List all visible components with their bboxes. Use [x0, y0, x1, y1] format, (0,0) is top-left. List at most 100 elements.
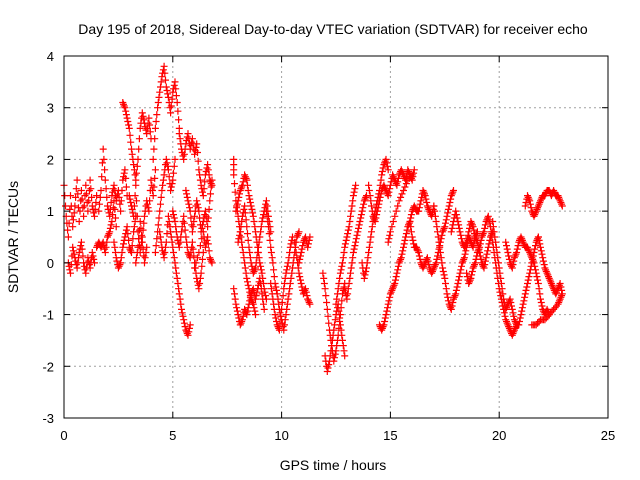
data-point — [444, 293, 452, 301]
data-point — [289, 233, 296, 241]
data-point — [192, 143, 200, 151]
data-point — [125, 236, 133, 244]
data-point — [169, 207, 177, 215]
data-point — [441, 274, 449, 282]
y-tick-label: 2 — [47, 152, 54, 167]
data-point — [246, 249, 254, 256]
data-point — [451, 292, 459, 300]
data-point — [548, 281, 556, 289]
data-point — [184, 331, 192, 339]
data-point — [125, 124, 133, 132]
data-point — [360, 274, 368, 282]
data-point — [259, 214, 267, 222]
data-point — [174, 280, 182, 287]
data-point — [157, 233, 164, 241]
data-point — [145, 207, 153, 215]
data-point — [320, 280, 328, 287]
data-point — [157, 78, 165, 86]
data-point — [463, 238, 471, 246]
data-point — [284, 259, 292, 267]
data-point — [262, 207, 270, 215]
data-point — [86, 264, 94, 272]
data-point — [104, 233, 111, 241]
data-point — [513, 249, 521, 256]
data-point — [547, 278, 555, 286]
data-point — [382, 155, 390, 163]
data-point — [172, 269, 180, 277]
data-point — [543, 305, 551, 313]
data-point — [112, 249, 119, 256]
data-point — [391, 212, 399, 220]
data-point — [258, 269, 266, 277]
data-point — [450, 187, 457, 194]
data-point — [273, 286, 280, 294]
data-point — [124, 118, 132, 125]
data-point — [434, 228, 441, 236]
data-point — [252, 311, 259, 319]
data-point — [398, 250, 406, 258]
data-point — [460, 254, 468, 262]
data-point — [352, 181, 360, 189]
data-point — [402, 230, 410, 238]
data-point — [415, 207, 423, 215]
data-point — [172, 92, 180, 100]
data-point — [502, 238, 510, 246]
data-point — [120, 102, 128, 110]
data-point — [203, 218, 211, 225]
data-point — [496, 269, 504, 277]
data-point — [103, 238, 111, 246]
data-point — [116, 200, 124, 208]
data-point — [355, 221, 363, 229]
data-point — [351, 242, 359, 250]
data-point — [401, 183, 409, 191]
data-point — [500, 309, 508, 317]
data-point — [267, 243, 275, 251]
data-point — [446, 199, 454, 206]
data-point — [336, 269, 344, 277]
data-point — [282, 311, 290, 319]
data-point — [113, 257, 121, 265]
data-point — [188, 138, 196, 146]
data-point — [533, 205, 541, 213]
data-point — [335, 307, 343, 315]
data-point — [519, 300, 527, 308]
data-point — [199, 255, 206, 263]
data-point — [195, 249, 203, 256]
y-tick-label: 1 — [47, 204, 54, 219]
data-point — [347, 264, 355, 272]
data-point — [424, 204, 432, 212]
data-point — [161, 69, 169, 77]
data-point — [196, 242, 204, 250]
data-point — [246, 195, 254, 203]
data-point — [342, 236, 350, 244]
data-point — [195, 285, 203, 293]
data-point — [389, 218, 397, 225]
data-point — [453, 214, 461, 222]
data-point — [231, 295, 239, 303]
data-point — [323, 305, 331, 313]
data-point — [462, 247, 470, 255]
data-point — [491, 233, 499, 241]
data-point — [130, 202, 138, 210]
data-point — [151, 124, 159, 132]
data-point — [160, 171, 168, 179]
data-point — [122, 107, 130, 115]
data-point — [251, 223, 259, 231]
data-point — [146, 197, 154, 205]
data-point — [255, 278, 263, 286]
data-point — [441, 223, 449, 231]
data-point — [489, 218, 497, 225]
data-point — [516, 314, 524, 322]
data-point — [480, 228, 488, 236]
data-point — [537, 243, 544, 251]
data-point — [270, 300, 278, 308]
data-point — [420, 262, 428, 270]
data-point — [159, 250, 167, 258]
data-point — [384, 304, 391, 312]
data-point — [386, 231, 394, 239]
data-point — [91, 205, 99, 213]
data-point — [285, 290, 293, 298]
data-point — [65, 219, 73, 227]
data-point — [513, 245, 521, 253]
